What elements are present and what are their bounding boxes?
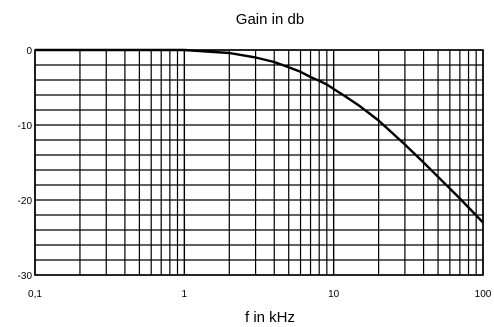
x-tick-label: 100 [475, 289, 492, 300]
y-tick-label: 0 [26, 46, 32, 57]
y-tick-label: -30 [18, 271, 33, 282]
tick-labels: 0,1 1 10 100 0 -10 -20 -30 [18, 46, 492, 300]
plot-frame [34, 49, 484, 276]
x-tick-label: 10 [328, 289, 340, 300]
y-tick-label: -10 [18, 121, 33, 132]
x-axis-label: f in kHz [245, 309, 295, 326]
grid [34, 49, 484, 276]
x-tick-label: 1 [182, 289, 188, 300]
y-tick-label: -20 [18, 196, 33, 207]
series-layer [35, 48, 484, 224]
x-tick-label: 0,1 [28, 289, 42, 300]
chart-title: Gain in db [236, 11, 304, 28]
series-line-gain [35, 48, 484, 224]
